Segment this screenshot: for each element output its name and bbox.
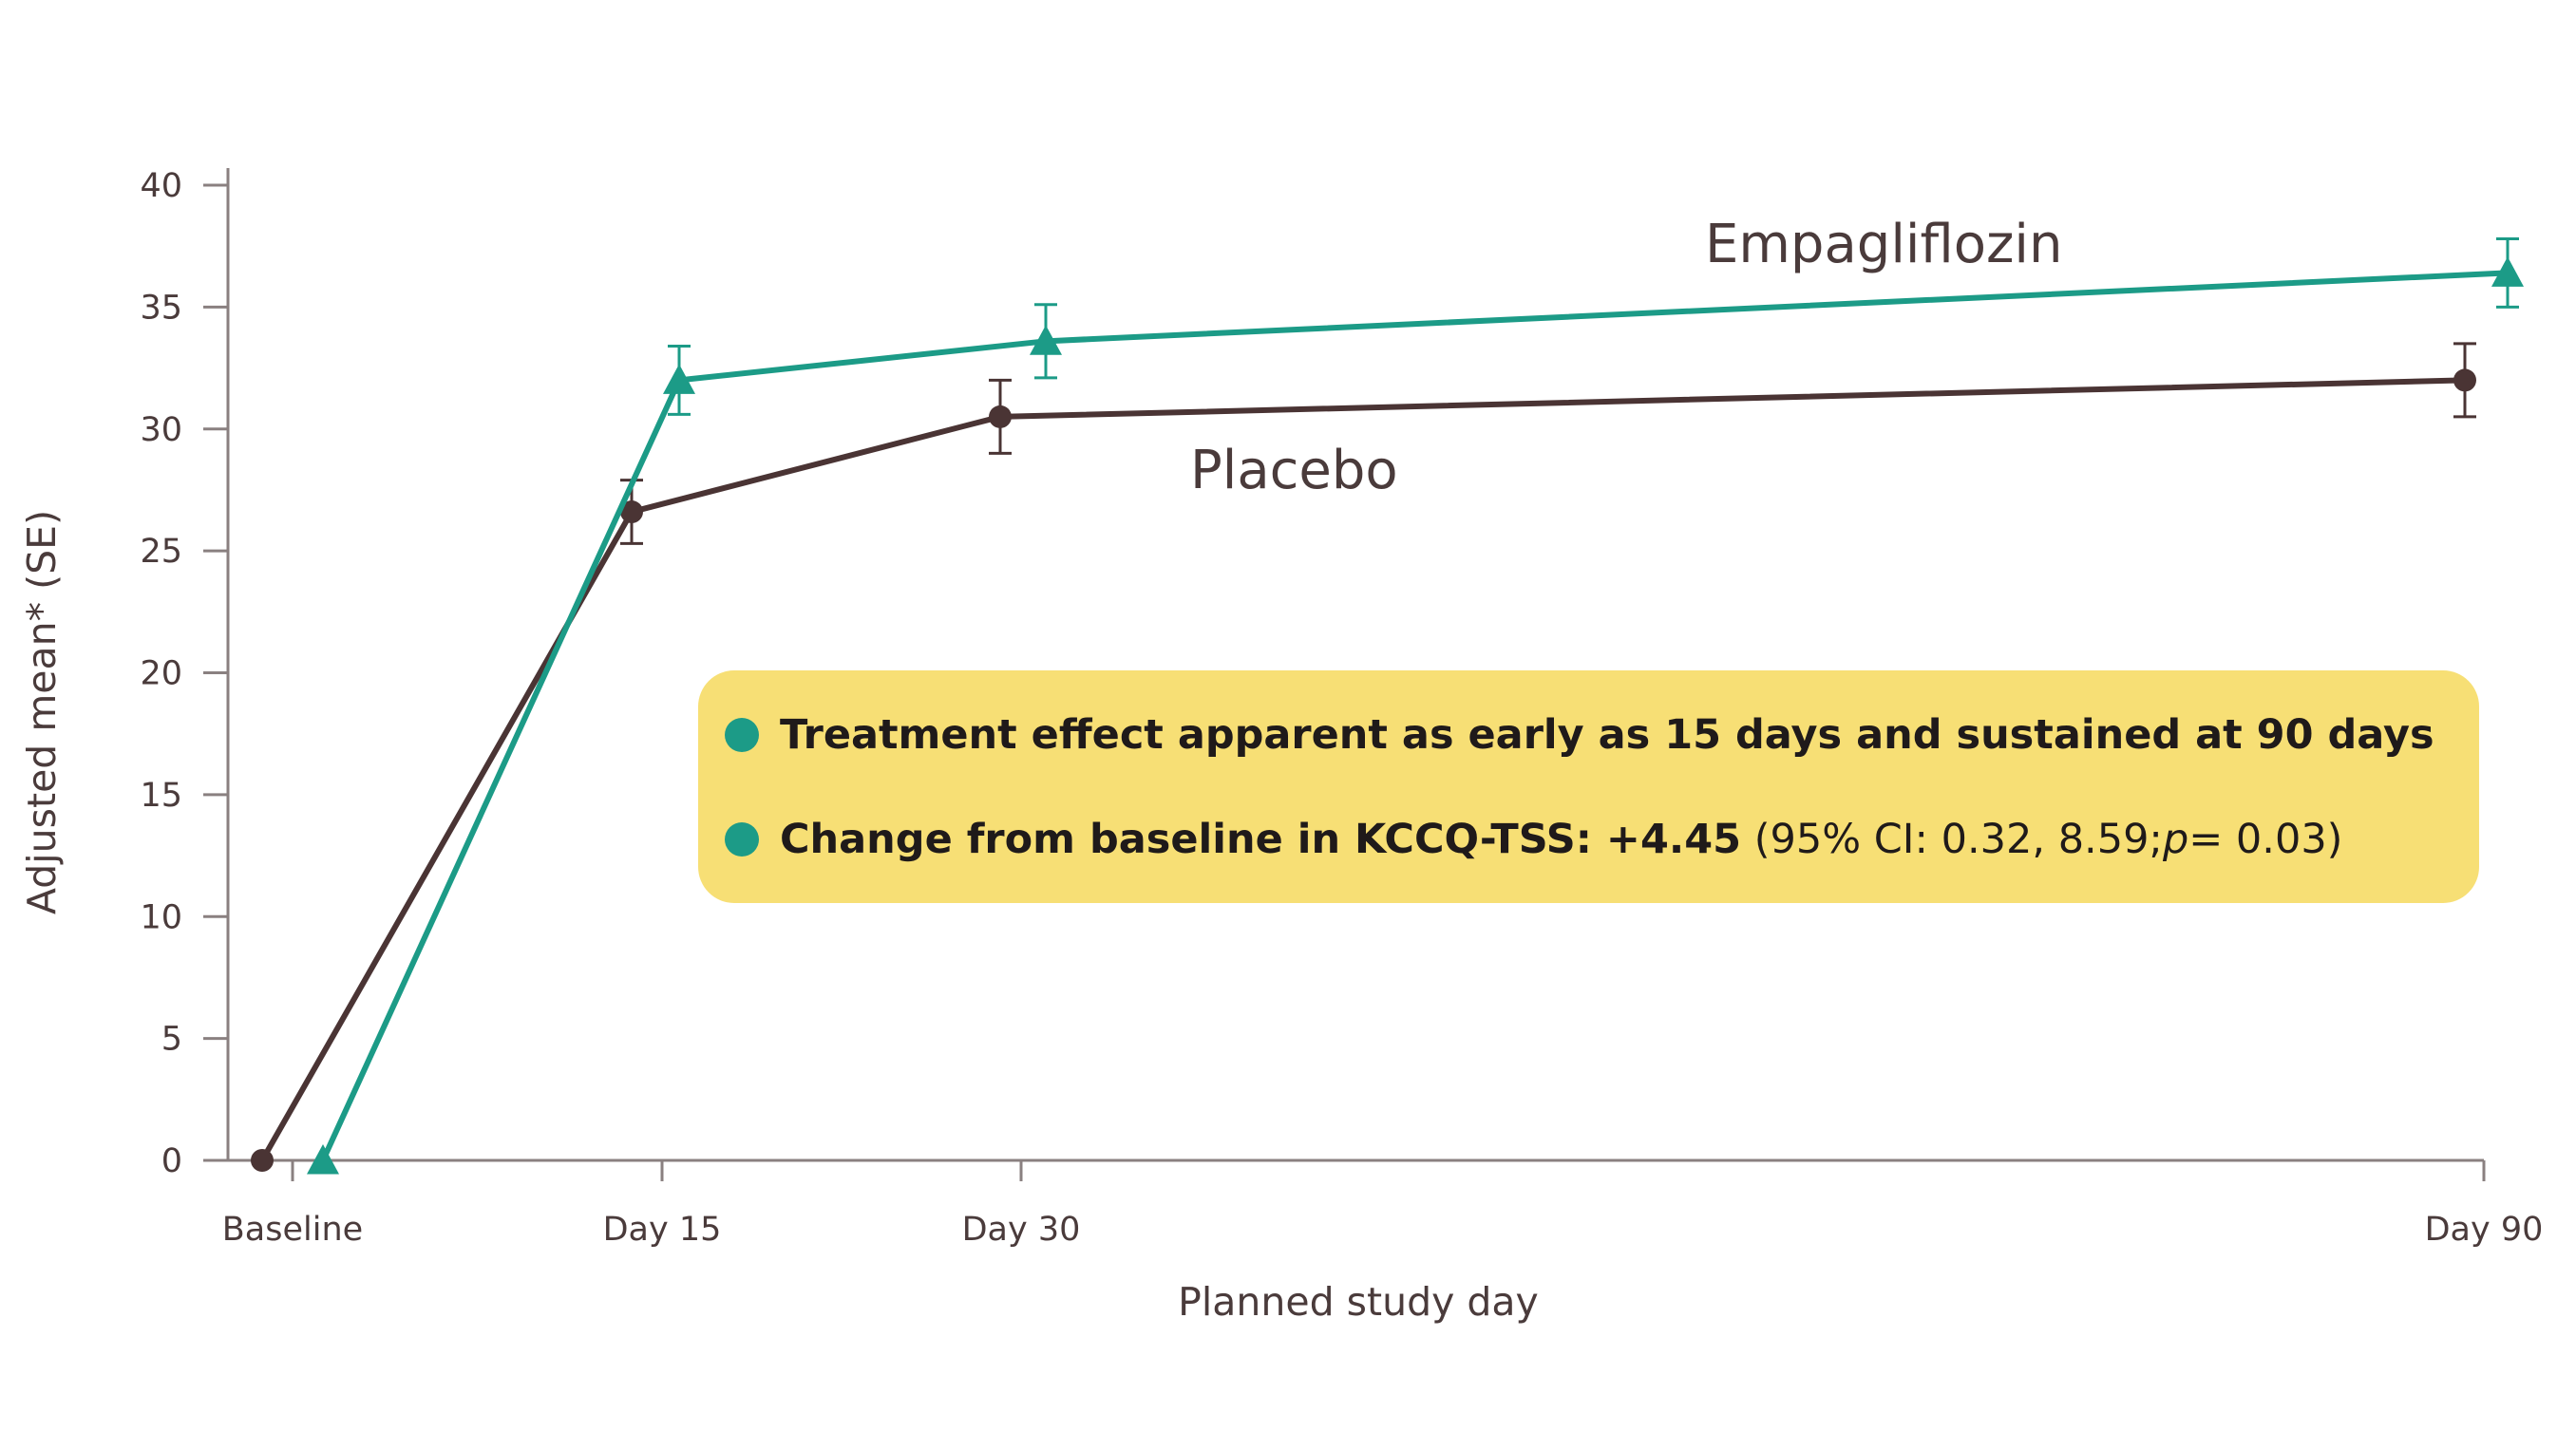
- data-point-placebo: [620, 500, 643, 524]
- callout-bullet-2-ci-text: (95% CI: 0.32, 8.59;: [1753, 816, 2163, 863]
- y-axis-ticks: 0 5 10 15 20 25 30 35 40: [140, 167, 228, 1180]
- series-layer: [251, 236, 2524, 1175]
- y-tick-label: 15: [140, 777, 182, 815]
- series-line-placebo: [259, 377, 2466, 1162]
- callout-bullet-1-text: Treatment effect apparent as early as 15…: [780, 711, 2434, 759]
- y-tick-label: 40: [140, 167, 182, 205]
- data-point-placebo: [251, 1149, 274, 1172]
- data-point-empagliflozin: [307, 1144, 339, 1175]
- callout-bullet-2-bold-text: Change from baseline in KCCQ-TSS: +4.45: [780, 816, 1742, 863]
- y-tick-label: 30: [140, 411, 182, 449]
- x-axis-title: Planned study day: [1178, 1279, 1539, 1325]
- callout-bullet-2: Change from baseline in KCCQ-TSS: +4.45 …: [725, 813, 2479, 866]
- callout-bullet-1: Treatment effect apparent as early as 15…: [725, 708, 2479, 762]
- data-point-empagliflozin: [2491, 256, 2524, 287]
- bullet-dot-icon: [725, 718, 759, 752]
- y-tick-label: 0: [161, 1142, 182, 1180]
- x-tick-label: Baseline: [222, 1211, 363, 1249]
- key-findings-callout: Treatment effect apparent as early as 15…: [698, 670, 2479, 903]
- callout-bullet-2-p-value: = 0.03): [2188, 816, 2343, 863]
- y-tick-label: 20: [140, 655, 182, 693]
- x-tick-label: Day 15: [603, 1211, 722, 1249]
- data-point-placebo: [989, 405, 1012, 428]
- bullet-dot-icon: [725, 822, 759, 857]
- y-tick-label: 35: [140, 289, 182, 327]
- data-point-empagliflozin: [1030, 325, 1062, 355]
- y-tick-label: 5: [161, 1021, 182, 1059]
- data-point-placebo: [2453, 368, 2476, 392]
- series-line-empagliflozin: [320, 270, 2509, 1162]
- callout-bullet-2-p-symbol: p: [2162, 816, 2189, 863]
- series-label-placebo: Placebo: [1190, 440, 1398, 501]
- x-tick-label: Day 30: [962, 1211, 1081, 1249]
- x-axis-ticks: Baseline Day 15 Day 30 Day 90: [222, 1160, 2544, 1249]
- series-label-empagliflozin: Empagliflozin: [1705, 214, 2062, 275]
- axes: [226, 168, 2484, 1162]
- y-tick-label: 25: [140, 533, 182, 571]
- y-tick-label: 10: [140, 898, 182, 936]
- data-point-empagliflozin: [663, 364, 695, 394]
- x-tick-label: Day 90: [2425, 1211, 2544, 1249]
- y-axis-title: Adjusted mean* (SE): [19, 510, 65, 914]
